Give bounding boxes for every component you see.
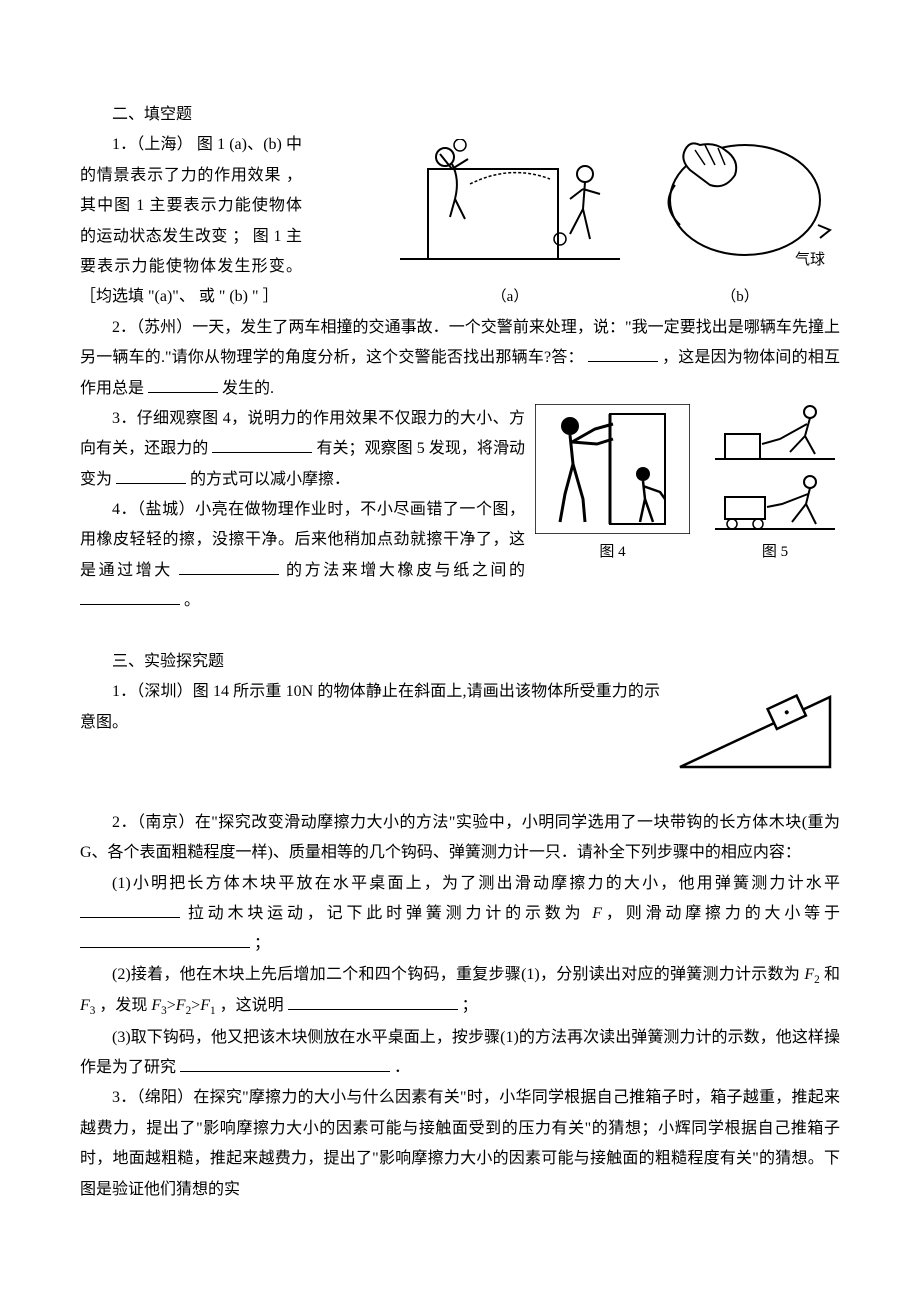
s3q2-f2: F xyxy=(804,966,814,983)
figure-1b-caption: （b） xyxy=(721,283,759,312)
s3q2-p2-end: ； xyxy=(462,997,478,1014)
s3q2-f1: F xyxy=(592,905,602,922)
s3q1-figure xyxy=(670,677,840,777)
q4-suffix: 。 xyxy=(184,592,200,609)
figure-4-caption: 图 4 xyxy=(599,538,625,567)
s3q2-p1-mid: 拉动木块运动，记下此时弹簧测力计的示数为 xyxy=(188,905,585,922)
s3q2-p1-prefix: (1)小明把长方体木块平放在水平桌面上，为了测出滑动摩擦力的大小，他用弹簧测力计… xyxy=(112,875,840,892)
s3q2-p2-and: 和 xyxy=(824,966,840,983)
s3q2-p3-blank[interactable] xyxy=(180,1055,390,1072)
balloon-label: 气球 xyxy=(795,246,825,275)
s3q2-f2sub: 2 xyxy=(814,974,820,986)
s3q2-prefix: 2．（南京）在"探究改变滑动摩擦力大小的方法"实验中，小明同学选用了一块带钩的长… xyxy=(80,808,840,869)
q1-text: 1．（上海） 图 1 (a)、(b) 中的情景表示了力的作用效果 ， 其中图 1… xyxy=(80,130,302,312)
q3-suffix: 的方式可以减小摩擦． xyxy=(190,471,350,488)
page-container: 二、填空题 xyxy=(0,0,920,1265)
figure-1a: （a） xyxy=(400,139,620,312)
q2-blank1[interactable] xyxy=(588,345,658,362)
s3q2-p2: (2)接着，他在木块上先后增加二个和四个钩码，重复步骤(1)，分别读出对应的弹簧… xyxy=(80,960,840,1023)
s3q2-p2-prefix: (2)接着，他在木块上先后增加二个和四个钩码，重复步骤(1)，分别读出对应的弹簧… xyxy=(112,966,800,983)
q2-blank2[interactable] xyxy=(148,376,218,393)
q1-text-column: 1．（上海） 图 1 (a)、(b) 中的情景表示了力的作用效果 ， 其中图 1… xyxy=(80,130,302,312)
q3-q4-block: 图 4 xyxy=(80,404,840,617)
figure-1a-svg xyxy=(400,139,620,279)
q4-blank2[interactable] xyxy=(80,588,180,605)
s3q2-gt1: > xyxy=(167,997,176,1014)
s3q2-p1-suffix: ，则滑动摩擦力的大小等于 xyxy=(602,905,840,922)
figure-5: 图 5 xyxy=(710,404,840,567)
s3q2-p1: (1)小明把长方体木块平放在水平桌面上，为了测出滑动摩擦力的大小，他用弹簧测力计… xyxy=(80,869,840,960)
s3q2-p3-end: ． xyxy=(394,1059,410,1076)
s3q2-rel-f1: F xyxy=(200,997,210,1014)
q2-suffix: 发生的. xyxy=(222,380,274,397)
q3-blank1[interactable] xyxy=(212,436,312,453)
s3q2-gt2: > xyxy=(191,997,200,1014)
s3q2-p2-explain: ，这说明 xyxy=(220,997,284,1014)
s3q2-p2-blank[interactable] xyxy=(288,993,458,1010)
figure-1b: 气球 （b） xyxy=(640,130,840,311)
section2-heading: 二、填空题 xyxy=(80,100,840,130)
q1-figures: （a） 气球 （b） xyxy=(400,130,840,311)
q2-text: 2．（苏州）一天，发生了两车相撞的交通事故．一个交警前来处理，说："我一定要找出… xyxy=(80,313,840,404)
q1-figure-row: （a） 气球 （b） xyxy=(400,130,840,311)
q4-blank1[interactable] xyxy=(179,558,279,575)
q1-block: （a） 气球 （b） xyxy=(80,130,840,312)
section3-heading: 三、实验探究题 xyxy=(80,647,840,677)
s3q2-p1-end: ； xyxy=(254,935,270,952)
s3q2-p1-blank2[interactable] xyxy=(80,931,250,948)
s3q2-p3: (3)取下钩码，他又把该木块侧放在水平桌面上，按步骤(1)的方法再次读出弹簧测力… xyxy=(80,1023,840,1084)
s3q3-text: 3．（绵阳）在探究"摩擦力的大小与什么因素有关"时，小华同学根据自己推箱子时，箱… xyxy=(80,1083,840,1205)
s3q2-f3: F xyxy=(80,997,90,1014)
figure-5-svg xyxy=(710,404,840,534)
s3q2-rel-f3: F xyxy=(151,997,161,1014)
inclined-plane-svg xyxy=(670,677,840,777)
s3q2-p1-blank1[interactable] xyxy=(80,901,180,918)
s3q1-block: 1．（深圳）图 14 所示重 10N 的物体静止在斜面上,请画出该物体所受重力的… xyxy=(80,677,840,777)
q3-blank2[interactable] xyxy=(116,467,186,484)
q3-figures: 图 4 xyxy=(535,404,840,567)
figure-4: 图 4 xyxy=(535,404,690,567)
q3-figure-row: 图 4 xyxy=(535,404,840,567)
figure-4-svg xyxy=(535,404,690,534)
s3q2-f3sub: 3 xyxy=(90,1005,96,1017)
s3q2-p2-find: ，发现 xyxy=(99,997,147,1014)
q4-mid: 的方法来增大橡皮与纸之间的 xyxy=(286,562,525,579)
figure-1a-caption: （a） xyxy=(492,283,529,312)
s3q2-rel-f2: F xyxy=(176,997,186,1014)
s3q2-rel-f1sub: 1 xyxy=(210,1005,216,1017)
figure-5-caption: 图 5 xyxy=(762,538,788,567)
